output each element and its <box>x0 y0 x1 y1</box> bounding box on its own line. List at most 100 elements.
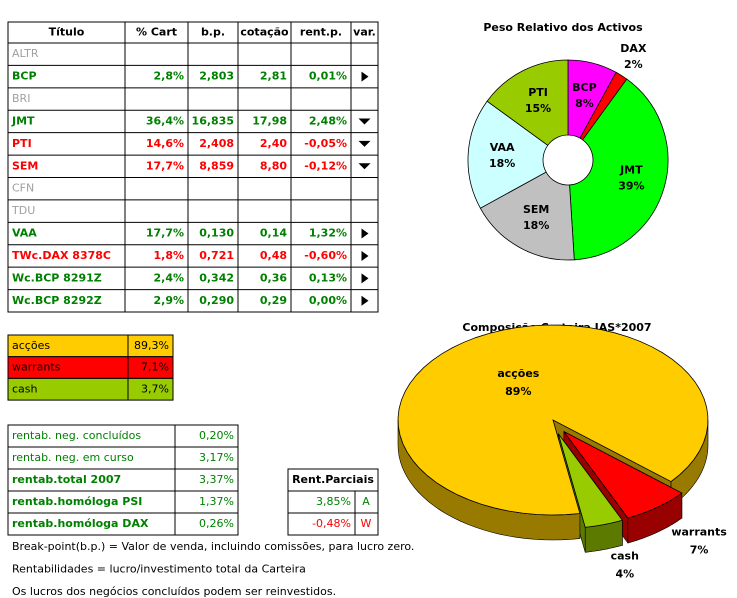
pie-slice <box>557 433 624 528</box>
table <box>7 21 379 313</box>
cell-text: acções <box>12 339 50 352</box>
slice-label: VAA <box>490 141 515 154</box>
note: Rentabilidades = lucro/investimento tota… <box>12 563 306 576</box>
slice-value: 18% <box>489 157 515 170</box>
slice-label: warrants <box>671 526 727 539</box>
cell-text: 0,29 <box>260 294 287 307</box>
cell-text: 0,13% <box>309 271 347 284</box>
cell-text: 2,48% <box>309 114 347 127</box>
cell-text: 1,32% <box>309 227 347 240</box>
cell-text: 2,803 <box>199 70 234 83</box>
pie-slice <box>467 100 549 209</box>
slice-label: acções <box>497 367 539 380</box>
cell-text: rentab. neg. concluídos <box>12 429 141 442</box>
cell-text: 3,85% <box>316 495 351 508</box>
cell-text: b.p. <box>201 26 225 39</box>
cell-text: JMT <box>11 114 35 127</box>
cell-text: 1,8% <box>153 249 184 262</box>
rentab-table <box>7 424 239 536</box>
cell-text: 2,9% <box>153 294 184 307</box>
slice-value: 89% <box>505 385 531 398</box>
arrow-icon <box>361 295 369 306</box>
slice-value: 2% <box>624 58 643 71</box>
cell-text: -0,05% <box>304 137 347 150</box>
cell-text: 16,835 <box>192 114 234 127</box>
cell-text: 17,98 <box>252 114 287 127</box>
cell-text: 0,290 <box>199 294 234 307</box>
cell-text: 3,7% <box>141 382 169 395</box>
cell-text: -0,60% <box>304 249 347 262</box>
pie-slice <box>569 78 669 261</box>
cell-text: BCP <box>12 70 37 83</box>
slice-value: 7% <box>690 544 709 557</box>
arrow-icon <box>361 71 369 82</box>
cell-text: 2,40 <box>260 137 287 150</box>
arrow-icon <box>358 118 371 125</box>
arrow-icon <box>358 163 371 170</box>
pie-slice <box>479 171 575 261</box>
cell-text: 17,7% <box>146 159 184 172</box>
cell-text: 1,37% <box>199 495 234 508</box>
cell-text: PTI <box>12 137 32 150</box>
cell-text: TWc.DAX 8378C <box>12 249 111 262</box>
cell-text: 8,859 <box>199 159 234 172</box>
cell-text: cash <box>12 382 38 395</box>
cell-text: Título <box>49 26 85 39</box>
cell-text: rent.p. <box>300 26 342 39</box>
slice-label: PTI <box>528 86 548 99</box>
slice-value: 15% <box>525 102 551 115</box>
cell-text: 17,7% <box>146 227 184 240</box>
cell-text: Rent.Parciais <box>292 473 374 486</box>
cell-text: 3,17% <box>199 451 234 464</box>
slice-label: cash <box>611 549 639 562</box>
cell-text: rentab.homóloga PSI <box>12 495 142 508</box>
cell-text: Wc.BCP 8292Z <box>12 294 102 307</box>
cell-text: W <box>361 517 372 530</box>
cell-text: TDU <box>11 204 35 217</box>
cell-text: 0,00% <box>309 294 347 307</box>
cell-text: 2,408 <box>199 137 234 150</box>
cell-text: 3,37% <box>199 473 234 486</box>
note: Break-point(b.p.) = Valor de venda, incl… <box>12 540 414 553</box>
cell-text: -0,12% <box>304 159 347 172</box>
chart-title: Peso Relativo dos Activos <box>483 21 643 34</box>
arrow-icon <box>361 228 369 239</box>
cell-text: 2,4% <box>153 271 184 284</box>
cell-text: % Cart <box>136 26 177 39</box>
summary-row <box>7 377 174 401</box>
note: Os lucros dos negócios concluídos podem … <box>12 585 336 598</box>
cell-text: 14,6% <box>146 137 184 150</box>
cell-text: 0,130 <box>199 227 234 240</box>
slice-value: 18% <box>523 219 549 232</box>
pie-slice <box>563 431 683 519</box>
parciais-table <box>287 468 379 536</box>
cell-text: 0,48 <box>260 249 287 262</box>
slice-label: BCP <box>572 81 597 94</box>
cell-text: var. <box>353 26 376 39</box>
cell-text: BRI <box>12 92 30 105</box>
cell-text: 0,721 <box>199 249 234 262</box>
cell-text: 89,3% <box>134 339 169 352</box>
cell-text: SEM <box>12 159 38 172</box>
slice-value: 4% <box>615 567 634 580</box>
cell-text: 8,80 <box>260 159 287 172</box>
pie-slice <box>486 59 569 146</box>
cell-text: cotação <box>240 26 289 39</box>
arrow-icon <box>361 273 369 284</box>
cell-text: 0,342 <box>199 271 234 284</box>
cell-text: 2,8% <box>153 70 184 83</box>
cell-text: rentab. neg. em curso <box>12 451 134 464</box>
pie-slice <box>397 324 709 516</box>
cell-text: rentab.homóloga DAX <box>12 517 149 530</box>
slice-label: SEM <box>523 203 549 216</box>
cell-text: 36,4% <box>146 114 184 127</box>
cell-text: ALTR <box>12 47 39 60</box>
arrow-icon <box>358 140 371 147</box>
cell-text: 0,01% <box>309 70 347 83</box>
cell-text: 0,20% <box>199 429 234 442</box>
slice-value: 8% <box>575 97 594 110</box>
cell-text: 0,36 <box>260 271 287 284</box>
cell-text: 7,1% <box>141 361 169 374</box>
cell-text: -0,48% <box>312 517 351 530</box>
